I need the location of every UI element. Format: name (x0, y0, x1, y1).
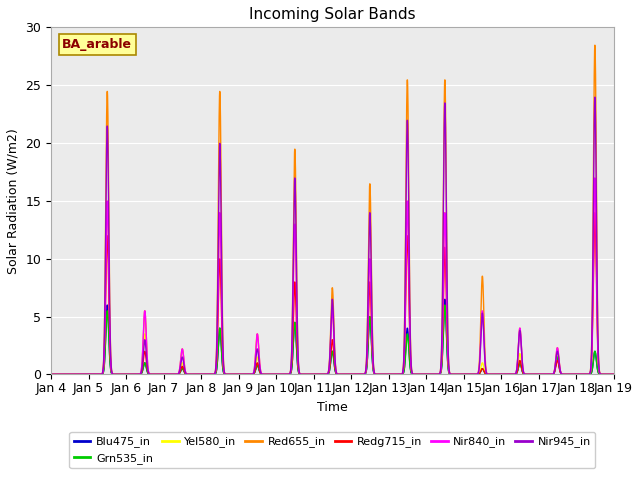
Nir840_in (145, 369, 152, 375)
Yel580_in (610, 372, 618, 377)
Legend: Blu475_in, Grn535_in, Yel580_in, Red655_in, Redg715_in, Nir840_in, Nir945_in: Blu475_in, Grn535_in, Yel580_in, Red655_… (69, 432, 595, 468)
Redg715_in (538, 372, 546, 377)
Redg715_in (47, 372, 55, 377)
Yel580_in (145, 370, 152, 376)
Line: Yel580_in: Yel580_in (51, 178, 614, 374)
Line: Nir840_in: Nir840_in (51, 178, 614, 374)
Grn535_in (287, 369, 295, 375)
Nir945_in (47, 372, 55, 377)
Blu475_in (145, 371, 152, 377)
Nir945_in (610, 372, 618, 377)
Yel580_in (591, 175, 599, 181)
Nir840_in (263, 372, 271, 377)
Red655_in (145, 369, 152, 375)
Red655_in (591, 42, 599, 48)
Text: BA_arable: BA_arable (62, 38, 132, 51)
Nir945_in (599, 372, 607, 377)
Line: Nir945_in: Nir945_in (51, 97, 614, 374)
Blu475_in (263, 372, 271, 377)
Blu475_in (287, 369, 295, 375)
Y-axis label: Solar Radiation (W/m2): Solar Radiation (W/m2) (7, 128, 20, 274)
Nir840_in (599, 372, 607, 377)
Nir840_in (610, 372, 618, 377)
Red655_in (111, 372, 119, 377)
Red655_in (610, 372, 618, 377)
Nir945_in (538, 372, 546, 377)
Red655_in (599, 372, 607, 377)
Red655_in (263, 372, 271, 377)
Blu475_in (599, 372, 607, 377)
Nir945_in (591, 95, 598, 100)
Nir945_in (263, 372, 271, 377)
Line: Red655_in: Red655_in (51, 45, 614, 374)
Line: Grn535_in: Grn535_in (51, 305, 614, 374)
Yel580_in (111, 372, 119, 377)
Red655_in (538, 372, 546, 377)
Blu475_in (610, 372, 618, 377)
Grn535_in (145, 371, 152, 377)
Nir840_in (287, 364, 295, 370)
X-axis label: Time: Time (317, 401, 348, 414)
Redg715_in (610, 372, 618, 377)
Nir840_in (111, 372, 119, 377)
Grn535_in (538, 372, 546, 377)
Blu475_in (47, 372, 55, 377)
Yel580_in (263, 372, 271, 377)
Grn535_in (441, 302, 449, 308)
Yel580_in (538, 372, 546, 377)
Nir945_in (111, 372, 119, 377)
Grn535_in (599, 372, 607, 377)
Line: Redg715_in: Redg715_in (51, 213, 614, 374)
Grn535_in (610, 372, 618, 377)
Title: Incoming Solar Bands: Incoming Solar Bands (249, 7, 415, 22)
Red655_in (287, 360, 295, 366)
Blu475_in (538, 372, 546, 377)
Yel580_in (287, 364, 295, 370)
Redg715_in (591, 210, 599, 216)
Blu475_in (111, 372, 119, 377)
Yel580_in (599, 372, 607, 377)
Redg715_in (263, 372, 271, 377)
Yel580_in (47, 372, 55, 377)
Redg715_in (287, 367, 295, 372)
Redg715_in (111, 372, 119, 377)
Nir840_in (47, 372, 55, 377)
Grn535_in (263, 372, 271, 377)
Nir945_in (287, 362, 295, 368)
Nir840_in (591, 175, 599, 181)
Line: Blu475_in: Blu475_in (51, 300, 614, 374)
Nir840_in (538, 372, 546, 377)
Redg715_in (599, 372, 607, 377)
Nir945_in (145, 370, 152, 376)
Redg715_in (145, 371, 152, 376)
Grn535_in (47, 372, 55, 377)
Grn535_in (111, 372, 119, 377)
Blu475_in (441, 297, 449, 302)
Red655_in (47, 372, 55, 377)
